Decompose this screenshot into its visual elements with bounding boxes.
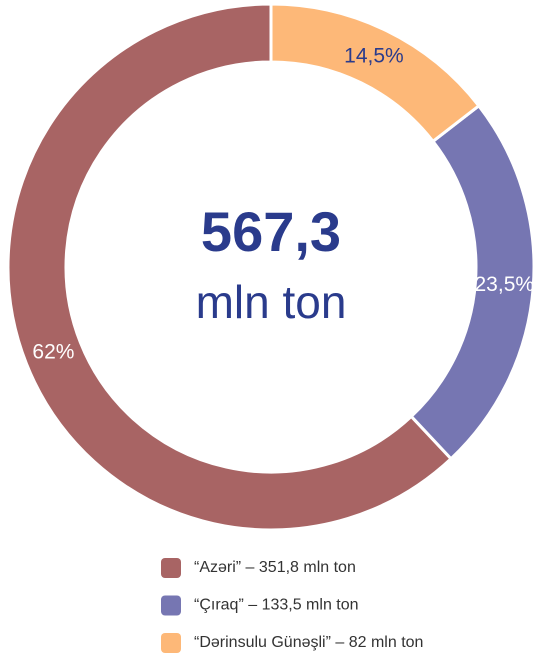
- slice-label: 62%: [32, 341, 74, 364]
- legend-label: “Çıraq” – 133,5 mln ton: [194, 597, 359, 614]
- slice: [6, 2, 454, 532]
- legend-swatch: [161, 633, 181, 653]
- slice: [269, 2, 481, 144]
- slice: [409, 103, 535, 461]
- legend-swatch: [161, 558, 181, 578]
- legend-label: “Azəri” – 351,8 mln ton: [194, 559, 356, 576]
- center-value: 567,3: [201, 200, 341, 263]
- slice-label: 14,5%: [344, 44, 404, 67]
- slice-label: 23,5%: [475, 273, 535, 296]
- legend-label: “Dərinsulu Günəşli” – 82 mln ton: [194, 634, 423, 651]
- center-unit: mln ton: [196, 276, 347, 328]
- legend-swatch: [161, 595, 181, 616]
